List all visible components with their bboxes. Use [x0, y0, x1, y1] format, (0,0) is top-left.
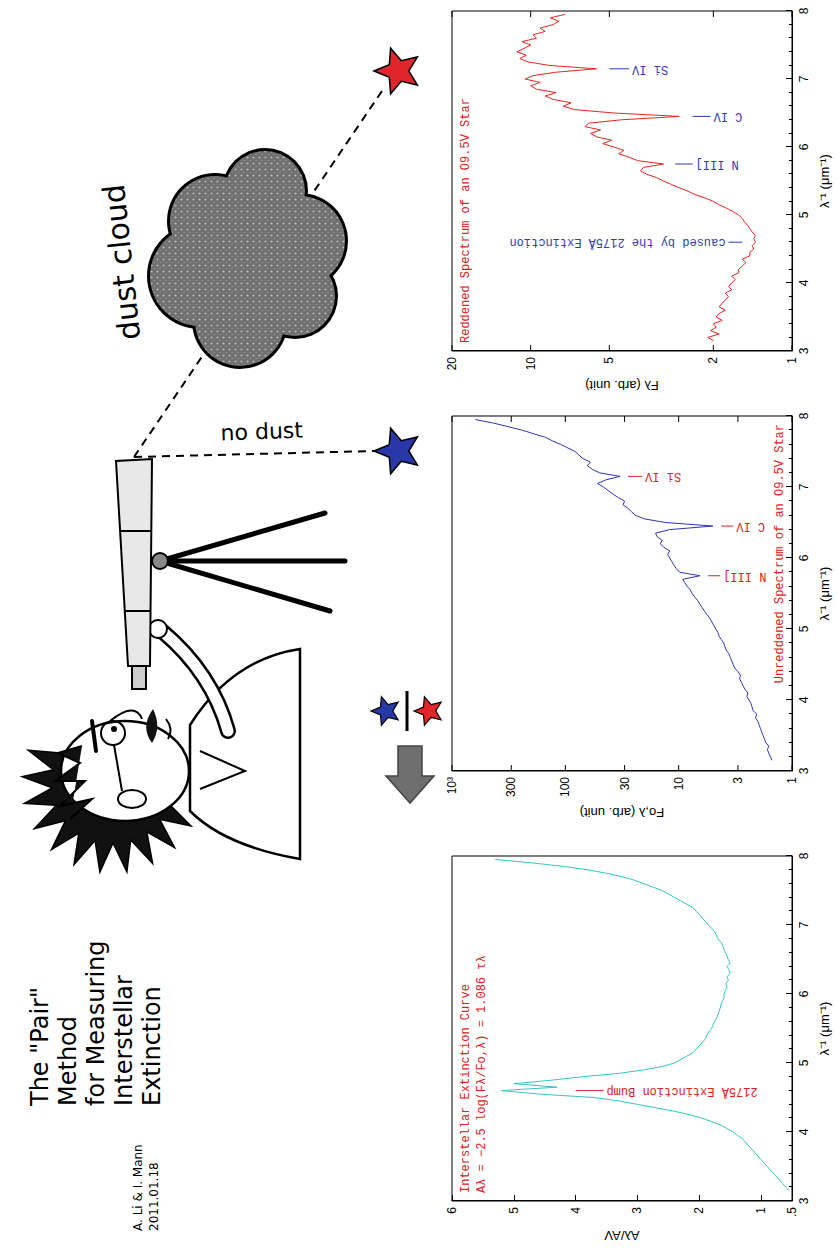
svg-text:2: 2	[692, 1207, 706, 1214]
svg-text:Method: Method	[54, 1016, 82, 1106]
svg-text:dust cloud: dust cloud	[96, 183, 147, 342]
svg-text:C IV: C IV	[713, 109, 743, 123]
svg-text:Aλ/AV: Aλ/AV	[604, 1228, 639, 1243]
svg-text:Si IV: Si IV	[644, 469, 681, 483]
svg-text:7: 7	[797, 921, 811, 928]
svg-text:Reddened Spectrum of an O9.5V: Reddened Spectrum of an O9.5V Star	[459, 98, 473, 343]
svg-text:The "Pair": The "Pair"	[26, 987, 54, 1107]
svg-text:2011.01.18: 2011.01.18	[147, 1162, 161, 1231]
svg-text:5: 5	[797, 1059, 811, 1066]
svg-text:λ⁻¹ (μm⁻¹): λ⁻¹ (μm⁻¹)	[817, 154, 832, 208]
svg-text:6: 6	[797, 554, 811, 561]
svg-text:10: 10	[672, 777, 686, 791]
svg-text:2: 2	[706, 357, 720, 364]
svg-text:6: 6	[445, 1207, 459, 1214]
svg-text:5: 5	[602, 357, 616, 364]
svg-text:Unreddened Spectrum of an O9.5: Unreddened Spectrum of an O9.5V Star	[773, 424, 787, 683]
svg-text:Aλ = −2.5 log(Fλ/Fo,λ) = 1.086: Aλ = −2.5 log(Fλ/Fo,λ) = 1.086 τλ	[475, 955, 489, 1193]
svg-text:8: 8	[797, 7, 811, 14]
svg-text:4: 4	[797, 1128, 811, 1135]
svg-text:100: 100	[558, 777, 572, 797]
svg-text:C IV: C IV	[735, 519, 765, 533]
svg-text:2175Å Extinction Bump: 2175Å Extinction Bump	[606, 1084, 757, 1099]
svg-text:7: 7	[797, 75, 811, 82]
svg-text:4: 4	[797, 279, 811, 286]
svg-text:3: 3	[630, 1207, 644, 1214]
svg-text:Interstellar Extinction Curve: Interstellar Extinction Curve	[459, 984, 473, 1193]
svg-text:λ⁻¹ (μm⁻¹): λ⁻¹ (μm⁻¹)	[817, 567, 832, 621]
svg-text:λ⁻¹ (μm⁻¹): λ⁻¹ (μm⁻¹)	[817, 1002, 832, 1056]
svg-text:4: 4	[797, 696, 811, 703]
svg-text:3: 3	[731, 777, 745, 784]
svg-text:caused by the 2175Å Extinction: caused by the 2175Å Extinction	[509, 235, 725, 250]
svg-text:4: 4	[569, 1207, 583, 1214]
svg-text:5: 5	[507, 1207, 521, 1214]
svg-text:5: 5	[797, 625, 811, 632]
svg-text:5: 5	[797, 211, 811, 218]
svg-text:6: 6	[797, 990, 811, 997]
svg-text:10³: 10³	[445, 777, 459, 794]
svg-text:no dust: no dust	[220, 418, 304, 446]
svg-text:8: 8	[797, 412, 811, 419]
svg-text:N III]: N III]	[696, 157, 739, 171]
svg-text:Interstellar: Interstellar	[110, 975, 138, 1106]
svg-text:6: 6	[797, 143, 811, 150]
svg-text:.5: .5	[785, 1207, 799, 1217]
svg-text:1: 1	[785, 357, 799, 364]
svg-text:3: 3	[797, 1197, 811, 1204]
svg-text:30: 30	[618, 777, 632, 791]
svg-text:7: 7	[797, 483, 811, 490]
svg-text:Fλ (arb. unit): Fλ (arb. unit)	[585, 378, 659, 393]
svg-text:3: 3	[797, 347, 811, 354]
svg-text:3: 3	[797, 767, 811, 774]
svg-text:Extinction: Extinction	[138, 986, 166, 1106]
svg-text:Fo,λ (arb. unit): Fo,λ (arb. unit)	[580, 805, 665, 820]
svg-text:1: 1	[785, 777, 799, 784]
svg-text:20: 20	[445, 357, 459, 371]
svg-text:300: 300	[504, 777, 518, 797]
svg-text:8: 8	[797, 852, 811, 859]
svg-text:1: 1	[754, 1207, 768, 1214]
svg-text:Si IV: Si IV	[631, 62, 668, 76]
svg-text:for Measuring: for Measuring	[82, 940, 110, 1106]
svg-text:N III]: N III]	[723, 569, 766, 583]
svg-text:A. Li & I. Mann: A. Li & I. Mann	[131, 1144, 145, 1231]
svg-text:10: 10	[524, 357, 538, 371]
